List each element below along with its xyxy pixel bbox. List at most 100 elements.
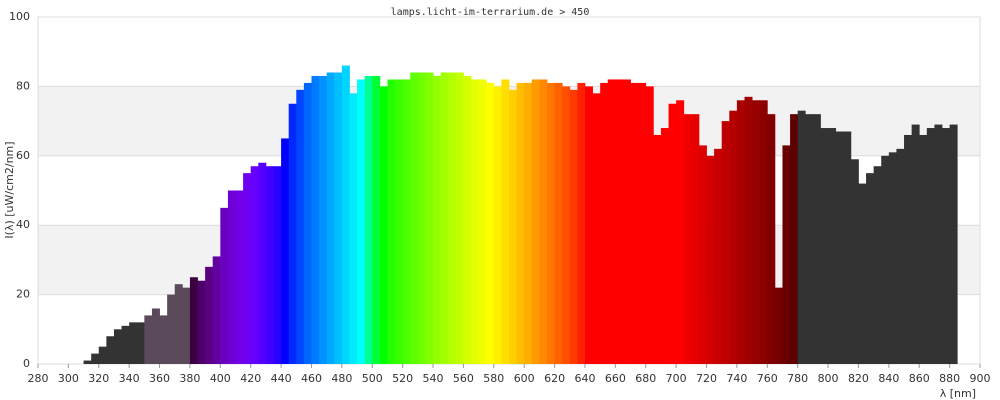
spectrum-bar xyxy=(129,322,138,364)
spectrum-bar xyxy=(182,287,191,364)
spectrum-bar xyxy=(949,124,958,364)
spectrum-bar xyxy=(858,183,867,364)
spectrum-bar xyxy=(630,82,639,365)
spectrum-bar xyxy=(577,82,586,365)
x-tick-label: 860 xyxy=(909,372,930,385)
spectrum-bar xyxy=(615,79,624,365)
x-tick-label: 440 xyxy=(271,372,292,385)
spectrum-bar xyxy=(433,75,442,365)
spectrum-bar xyxy=(334,72,343,365)
spectrum-bar xyxy=(683,114,692,364)
spectrum-bar xyxy=(835,131,844,364)
spectrum-bar xyxy=(881,155,890,364)
spectrum-bar xyxy=(463,75,472,365)
spectrum-bar xyxy=(493,86,502,365)
spectrum-bar xyxy=(797,110,806,364)
spectrum-bar xyxy=(326,72,335,365)
y-tick-label: 20 xyxy=(16,288,30,301)
spectrum-bar xyxy=(790,114,799,364)
spectrum-bar xyxy=(584,86,593,365)
x-tick-label: 840 xyxy=(878,372,899,385)
spectrum-bar xyxy=(752,100,761,364)
x-tick-label: 660 xyxy=(605,372,626,385)
spectrum-bar xyxy=(714,148,723,364)
spectrum-bar xyxy=(212,256,221,364)
x-tick-label: 460 xyxy=(301,372,322,385)
spectrum-bar xyxy=(531,79,540,365)
chart-title: lamps.licht-im-terrarium.de > 450 xyxy=(391,7,590,18)
x-tick-label: 740 xyxy=(726,372,747,385)
spectrum-bar xyxy=(562,86,571,365)
spectrum-bar xyxy=(364,75,373,365)
spectrum-bar xyxy=(850,159,859,364)
x-tick-label: 360 xyxy=(149,372,170,385)
spectrum-bar xyxy=(509,89,517,365)
x-tick-label: 580 xyxy=(483,372,504,385)
x-tick-label: 760 xyxy=(757,372,778,385)
spectrum-bar xyxy=(539,79,548,365)
spectrum-bar xyxy=(904,134,913,364)
spectrum-bar xyxy=(600,82,609,365)
spectrum-bar xyxy=(395,79,404,365)
x-tick-label: 300 xyxy=(58,372,79,385)
spectrum-bar xyxy=(250,166,259,364)
x-tick-label: 280 xyxy=(28,372,49,385)
spectrum-bar xyxy=(524,82,533,365)
spectrum-bar xyxy=(136,322,145,364)
y-axis-label: I(λ) [uW/cm2/nm] xyxy=(3,141,16,238)
spectrum-bar xyxy=(258,162,267,364)
x-tick-label: 880 xyxy=(939,372,960,385)
y-tick-label: 80 xyxy=(16,79,30,92)
spectrum-bar xyxy=(805,114,814,364)
spectrum-bar xyxy=(197,280,206,364)
y-tick-label: 0 xyxy=(23,357,30,370)
spectrum-bar xyxy=(592,93,601,364)
spectrum-bar xyxy=(516,82,525,365)
spectrum-bar xyxy=(934,124,943,364)
spectrum-bar xyxy=(774,287,783,364)
spectrum-bar xyxy=(227,190,236,364)
y-tick-label: 60 xyxy=(16,149,30,162)
spectrum-bar xyxy=(83,360,92,364)
spectrum-bar xyxy=(828,128,837,364)
spectrum-bar xyxy=(341,65,350,364)
spectrum-bar xyxy=(569,89,578,365)
spectrum-bar xyxy=(501,79,510,365)
spectrum-bar xyxy=(622,79,631,365)
spectrum-bar xyxy=(888,152,897,364)
spectrum-bar xyxy=(455,72,464,365)
spectrum-bar xyxy=(281,138,290,364)
spectrum-bar xyxy=(349,93,358,364)
spectrum-bar xyxy=(121,325,130,364)
spectrum-bar xyxy=(379,86,388,365)
spectrum-bar xyxy=(273,166,282,364)
x-tick-label: 700 xyxy=(666,372,687,385)
spectrum-bar xyxy=(425,72,434,365)
spectrum-bar xyxy=(653,134,662,364)
spectrum-bar xyxy=(866,173,875,364)
x-tick-label: 520 xyxy=(392,372,413,385)
spectrum-bar xyxy=(759,100,768,364)
x-tick-label: 540 xyxy=(423,372,444,385)
spectrum-bar xyxy=(812,114,821,364)
x-tick-label: 900 xyxy=(970,372,991,385)
x-tick-label: 320 xyxy=(88,372,109,385)
x-tick-label: 620 xyxy=(544,372,565,385)
spectrum-bar xyxy=(311,75,320,365)
x-tick-label: 640 xyxy=(574,372,595,385)
spectrum-bar xyxy=(843,131,852,364)
x-tick-label: 800 xyxy=(818,372,839,385)
spectrum-bar xyxy=(220,207,229,364)
y-tick-label: 100 xyxy=(9,10,30,23)
x-tick-label: 600 xyxy=(514,372,535,385)
spectrum-bar xyxy=(296,89,305,365)
spectrum-bar xyxy=(448,72,457,365)
spectrum-bar xyxy=(911,124,920,364)
spectrum-bar xyxy=(205,266,214,364)
spectrum-bar xyxy=(736,100,745,364)
spectrum-bar xyxy=(151,308,160,364)
spectrum-bar xyxy=(235,190,244,364)
spectrum-bar xyxy=(668,103,677,364)
spectrum-bar xyxy=(410,72,419,365)
